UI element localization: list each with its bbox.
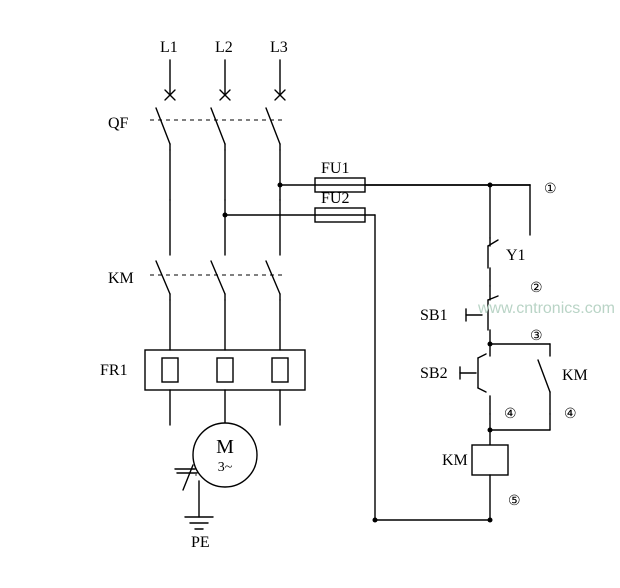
svg-text:KM: KM — [108, 270, 134, 287]
svg-text:L1: L1 — [160, 39, 178, 56]
svg-text:SB1: SB1 — [420, 307, 448, 324]
svg-text:FR1: FR1 — [100, 362, 128, 379]
svg-text:SB2: SB2 — [420, 365, 448, 382]
svg-text:PE: PE — [191, 534, 210, 551]
svg-text:FU2: FU2 — [321, 190, 349, 207]
svg-text:L3: L3 — [270, 39, 288, 56]
svg-text:④: ④ — [564, 407, 577, 422]
svg-text:⑤: ⑤ — [508, 494, 521, 509]
svg-text:KM: KM — [562, 367, 588, 384]
svg-text:Y1: Y1 — [506, 247, 526, 264]
schematic-diagram: L1 L2 L3 QF KM FR1 M 3~ PE FU1 FU2 ① Y1 ② SB1 ③ SB2 KM ④ ④ K… — [0, 0, 620, 588]
svg-text:③: ③ — [530, 329, 543, 344]
svg-text:②: ② — [530, 281, 543, 296]
svg-text:QF: QF — [108, 115, 129, 132]
svg-text:3~: 3~ — [218, 460, 233, 475]
svg-text:①: ① — [544, 182, 557, 197]
svg-text:FU1: FU1 — [321, 160, 349, 177]
svg-text:KM: KM — [442, 452, 468, 469]
svg-text:M: M — [216, 436, 234, 458]
svg-text:L2: L2 — [215, 39, 233, 56]
svg-text:④: ④ — [504, 407, 517, 422]
